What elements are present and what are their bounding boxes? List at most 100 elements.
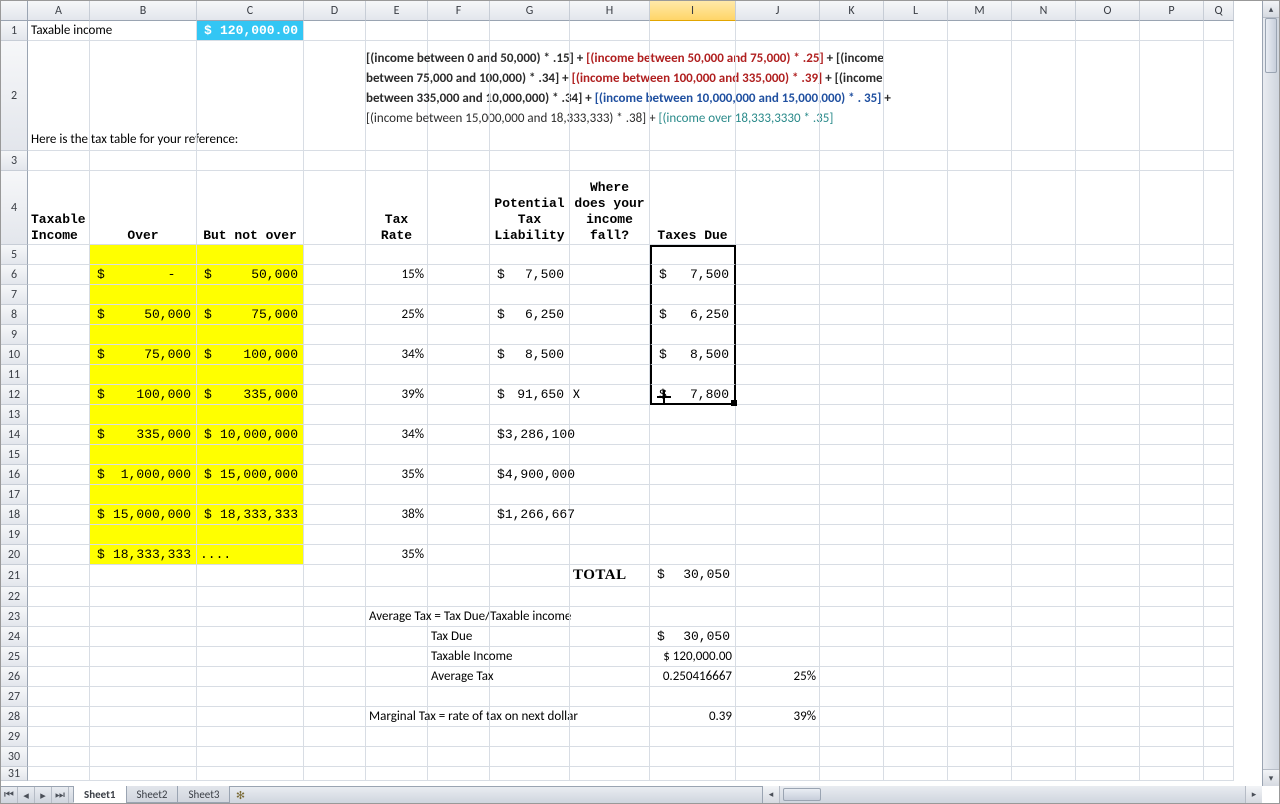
cell-M31[interactable] [948, 767, 1012, 781]
cell-J2[interactable] [736, 41, 820, 151]
cell-Q28[interactable] [1204, 707, 1234, 727]
cell-J26[interactable]: 25% [736, 667, 820, 687]
cell-J31[interactable] [736, 767, 820, 781]
row-header-4[interactable]: 4 [1, 171, 28, 245]
cell-B6[interactable]: $- [90, 265, 197, 285]
cell-K31[interactable] [820, 767, 884, 781]
cell-Q5[interactable] [1204, 245, 1234, 265]
cell-O8[interactable] [1076, 305, 1140, 325]
cell-A29[interactable] [28, 727, 90, 747]
row-header-10[interactable]: 10 [1, 345, 28, 365]
cell-L6[interactable] [884, 265, 948, 285]
cell-L17[interactable] [884, 485, 948, 505]
cell-J1[interactable] [736, 21, 820, 41]
column-header-P[interactable]: P [1140, 1, 1204, 21]
cell-D18[interactable] [304, 505, 366, 525]
cell-G5[interactable] [490, 245, 570, 265]
row-header-1[interactable]: 1 [1, 21, 28, 41]
sheet-tab-sheet1[interactable]: Sheet1 [73, 786, 127, 803]
cell-M24[interactable] [948, 627, 1012, 647]
new-sheet-button[interactable]: ✻ [229, 787, 251, 803]
cell-E26[interactable] [366, 667, 428, 687]
cell-C10[interactable]: $100,000 [197, 345, 304, 365]
cell-B4[interactable]: Over [90, 171, 197, 245]
cell-C6[interactable]: $50,000 [197, 265, 304, 285]
cell-L23[interactable] [884, 607, 948, 627]
cell-J6[interactable] [736, 265, 820, 285]
cell-C1[interactable]: $120,000.00 [197, 21, 304, 41]
cell-L11[interactable] [884, 365, 948, 385]
cell-F12[interactable] [428, 385, 490, 405]
cell-F20[interactable] [428, 545, 490, 565]
cell-L29[interactable] [884, 727, 948, 747]
cell-D9[interactable] [304, 325, 366, 345]
cell-B18[interactable]: $15,000,000 [90, 505, 197, 525]
cell-D13[interactable] [304, 405, 366, 425]
cell-H13[interactable] [570, 405, 650, 425]
cell-H23[interactable] [570, 607, 650, 627]
cell-Q18[interactable] [1204, 505, 1234, 525]
cell-O26[interactable] [1076, 667, 1140, 687]
cell-P28[interactable] [1140, 707, 1204, 727]
cell-B16[interactable]: $1,000,000 [90, 465, 197, 485]
cell-J27[interactable] [736, 687, 820, 707]
cell-O23[interactable] [1076, 607, 1140, 627]
cell-A28[interactable] [28, 707, 90, 727]
cell-F4[interactable] [428, 171, 490, 245]
cell-Q11[interactable] [1204, 365, 1234, 385]
cell-I30[interactable] [650, 747, 736, 767]
cell-B19[interactable] [90, 525, 197, 545]
cell-I11[interactable] [650, 365, 736, 385]
cell-O9[interactable] [1076, 325, 1140, 345]
cell-N3[interactable] [1012, 151, 1076, 171]
cell-P9[interactable] [1140, 325, 1204, 345]
cell-G14[interactable]: $3,286,100 [490, 425, 570, 445]
cell-M25[interactable] [948, 647, 1012, 667]
cell-O22[interactable] [1076, 587, 1140, 607]
cell-C13[interactable] [197, 405, 304, 425]
cell-K3[interactable] [820, 151, 884, 171]
cell-A10[interactable] [28, 345, 90, 365]
cell-N20[interactable] [1012, 545, 1076, 565]
cell-C11[interactable] [197, 365, 304, 385]
cell-O13[interactable] [1076, 405, 1140, 425]
cell-C17[interactable] [197, 485, 304, 505]
cell-E23[interactable]: Average Tax = Tax Due/Taxable income [366, 607, 428, 627]
cell-D23[interactable] [304, 607, 366, 627]
cell-C20[interactable]: .... [197, 545, 304, 565]
cell-F5[interactable] [428, 245, 490, 265]
column-header-K[interactable]: K [820, 1, 884, 21]
cell-G19[interactable] [490, 525, 570, 545]
cell-P6[interactable] [1140, 265, 1204, 285]
cell-E18[interactable]: 38% [366, 505, 428, 525]
cell-Q6[interactable] [1204, 265, 1234, 285]
cell-D4[interactable] [304, 171, 366, 245]
cell-G29[interactable] [490, 727, 570, 747]
cell-Q12[interactable] [1204, 385, 1234, 405]
cell-E20[interactable]: 35% [366, 545, 428, 565]
cell-P15[interactable] [1140, 445, 1204, 465]
cell-C7[interactable] [197, 285, 304, 305]
cell-H26[interactable] [570, 667, 650, 687]
cell-A8[interactable] [28, 305, 90, 325]
cell-F23[interactable] [428, 607, 490, 627]
cell-Q17[interactable] [1204, 485, 1234, 505]
cell-I1[interactable] [650, 21, 736, 41]
cell-D12[interactable] [304, 385, 366, 405]
row-header-6[interactable]: 6 [1, 265, 28, 285]
cell-C9[interactable] [197, 325, 304, 345]
cell-N1[interactable] [1012, 21, 1076, 41]
cell-K23[interactable] [820, 607, 884, 627]
cell-H28[interactable] [570, 707, 650, 727]
vertical-scrollbar[interactable]: ▴ ▾ [1262, 1, 1279, 786]
cell-A31[interactable] [28, 767, 90, 781]
cell-E7[interactable] [366, 285, 428, 305]
cell-G21[interactable] [490, 565, 570, 587]
cell-G8[interactable]: $6,250 [490, 305, 570, 325]
cell-B9[interactable] [90, 325, 197, 345]
cell-J19[interactable] [736, 525, 820, 545]
cell-H11[interactable] [570, 365, 650, 385]
row-header-14[interactable]: 14 [1, 425, 28, 445]
cell-L10[interactable] [884, 345, 948, 365]
row-header-28[interactable]: 28 [1, 707, 28, 727]
